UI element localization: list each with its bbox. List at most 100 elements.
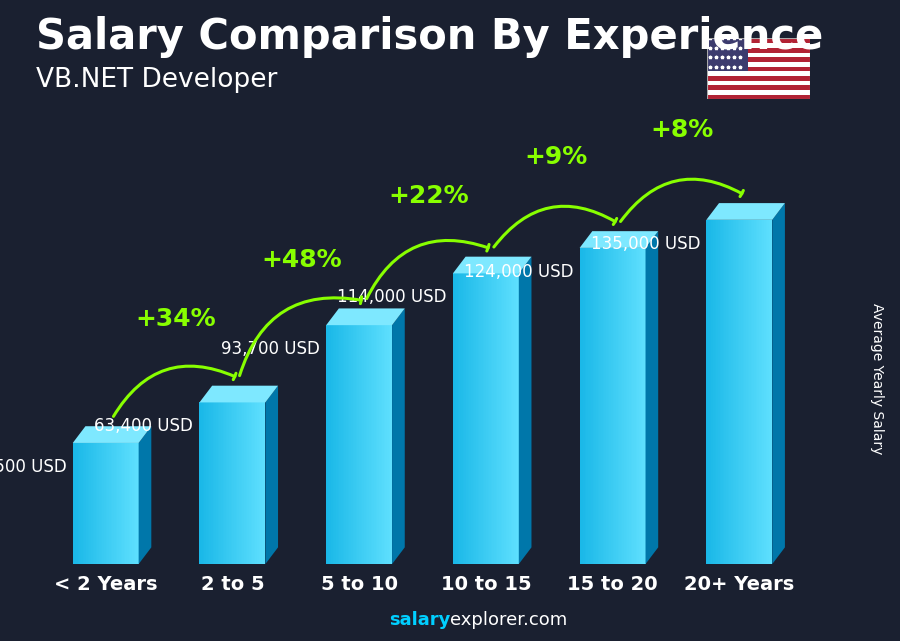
Polygon shape (518, 256, 532, 564)
Bar (706, 71, 810, 76)
Bar (481, 274, 482, 564)
Bar (81, 443, 83, 564)
Polygon shape (73, 426, 151, 443)
Bar (502, 274, 504, 564)
Bar (249, 403, 250, 564)
Bar (204, 403, 206, 564)
Bar (259, 403, 260, 564)
Bar (391, 325, 392, 564)
Polygon shape (392, 308, 405, 564)
Bar (359, 325, 361, 564)
Bar (599, 248, 601, 564)
Bar (239, 403, 240, 564)
Bar (364, 325, 365, 564)
Bar (716, 220, 718, 564)
Bar (639, 248, 641, 564)
Bar (719, 220, 721, 564)
Bar (347, 325, 349, 564)
Bar (208, 403, 210, 564)
Bar (760, 220, 762, 564)
Bar (112, 443, 114, 564)
Bar (86, 443, 87, 564)
Bar (721, 220, 723, 564)
Bar (101, 443, 103, 564)
Bar (79, 443, 81, 564)
Bar (338, 325, 339, 564)
Bar (466, 274, 468, 564)
Bar (260, 403, 262, 564)
Bar (453, 274, 454, 564)
Text: 47,500 USD: 47,500 USD (0, 458, 67, 476)
Bar (77, 443, 79, 564)
Text: explorer.com: explorer.com (450, 612, 567, 629)
Bar (580, 248, 581, 564)
Text: +8%: +8% (651, 119, 714, 142)
Bar (619, 248, 621, 564)
Bar (367, 325, 369, 564)
Bar (754, 220, 756, 564)
Bar (375, 325, 377, 564)
Bar (770, 220, 772, 564)
Bar (706, 67, 810, 71)
Bar (606, 248, 608, 564)
Bar (586, 248, 588, 564)
Polygon shape (200, 386, 278, 403)
Bar (137, 443, 139, 564)
Bar (331, 325, 333, 564)
Bar (369, 325, 371, 564)
Bar (124, 443, 125, 564)
Bar (385, 325, 387, 564)
Bar (608, 248, 609, 564)
Polygon shape (580, 231, 658, 248)
Bar (728, 220, 729, 564)
Bar (713, 220, 715, 564)
Bar (262, 403, 264, 564)
Bar (751, 220, 752, 564)
Polygon shape (772, 203, 785, 564)
Bar (363, 325, 365, 564)
Bar (379, 325, 381, 564)
Bar (706, 38, 748, 71)
Bar (748, 220, 749, 564)
Polygon shape (453, 256, 532, 274)
Bar (228, 403, 230, 564)
Bar (718, 220, 719, 564)
Bar (514, 274, 516, 564)
Bar (355, 325, 356, 564)
Bar (498, 274, 499, 564)
Bar (356, 325, 357, 564)
Bar (328, 325, 329, 564)
Bar (476, 274, 478, 564)
Bar (244, 403, 246, 564)
Text: +9%: +9% (524, 145, 587, 169)
Bar (492, 274, 494, 564)
Bar (371, 325, 373, 564)
Bar (706, 57, 810, 62)
Bar (478, 274, 480, 564)
Bar (220, 403, 222, 564)
Bar (103, 443, 104, 564)
Bar (706, 62, 810, 67)
Bar (744, 220, 746, 564)
Bar (516, 274, 517, 564)
Bar (387, 325, 389, 564)
Bar (484, 274, 486, 564)
Bar (248, 403, 249, 564)
Bar (596, 248, 598, 564)
Bar (591, 248, 593, 564)
Bar (389, 325, 391, 564)
Bar (353, 325, 355, 564)
Bar (733, 220, 734, 564)
Bar (581, 248, 583, 564)
Bar (706, 76, 810, 81)
Bar (629, 248, 631, 564)
Bar (482, 274, 484, 564)
Bar (104, 443, 105, 564)
Bar (365, 325, 367, 564)
Bar (257, 403, 259, 564)
Bar (464, 274, 466, 564)
Bar (756, 220, 758, 564)
Bar (474, 274, 476, 564)
Bar (633, 248, 634, 564)
Bar (739, 220, 741, 564)
